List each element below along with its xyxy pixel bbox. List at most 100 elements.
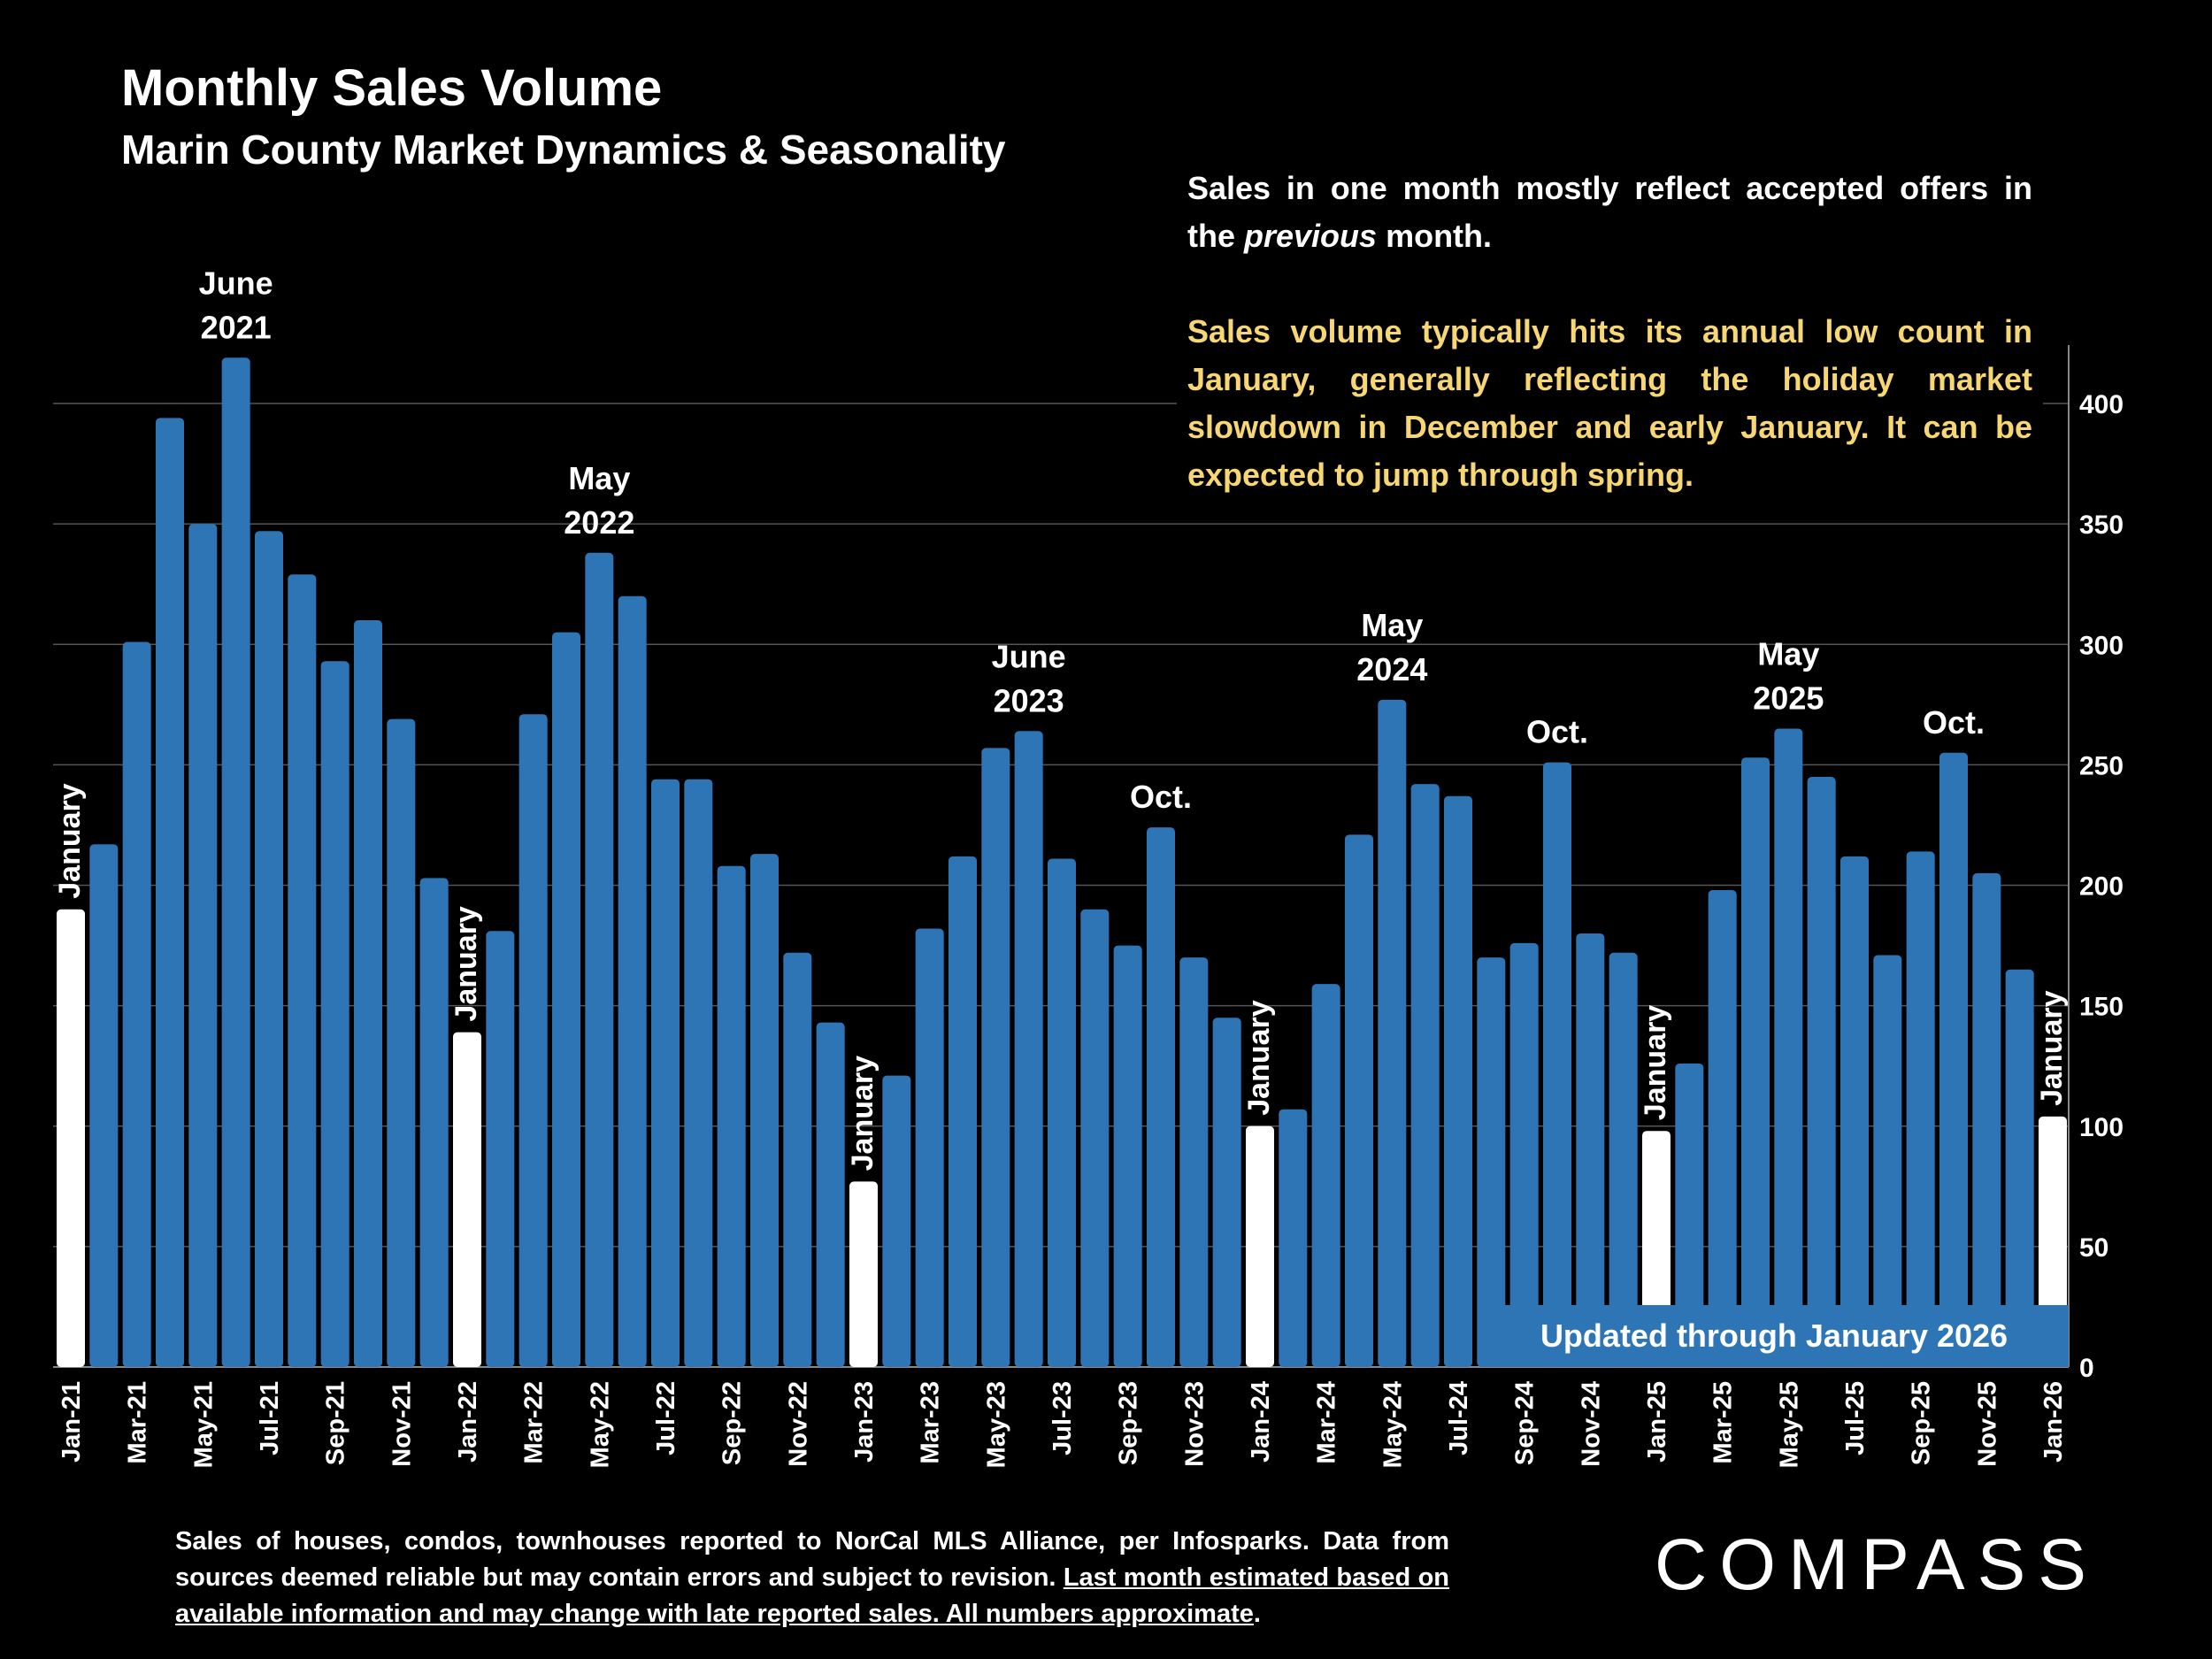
bar-sep-21 bbox=[320, 661, 349, 1367]
peak-annotation: June bbox=[992, 638, 1066, 674]
bar-may-25 bbox=[1774, 728, 1803, 1367]
commentary: Sales in one month mostly reflect accept… bbox=[1177, 157, 2043, 506]
bar-sep-22 bbox=[717, 865, 746, 1367]
bar-jul-22 bbox=[651, 779, 680, 1367]
bar-aug-24 bbox=[1477, 957, 1506, 1367]
bar-apr-23 bbox=[949, 856, 977, 1367]
x-tick-label: Mar-24 bbox=[1313, 1381, 1341, 1464]
bar-aug-21 bbox=[288, 574, 317, 1367]
january-label: January bbox=[1242, 1000, 1276, 1115]
bar-apr-21 bbox=[156, 418, 184, 1368]
x-tick-label: May-25 bbox=[1775, 1381, 1803, 1468]
bar-dec-23 bbox=[1212, 1018, 1241, 1367]
bar-mar-21 bbox=[122, 641, 151, 1367]
peak-annotation: 2025 bbox=[1753, 680, 1824, 717]
bar-oct-22 bbox=[750, 854, 779, 1367]
y-tick-label: 400 bbox=[2079, 390, 2124, 419]
bar-jul-23 bbox=[1048, 858, 1076, 1367]
january-label: January bbox=[449, 906, 483, 1021]
bar-oct-23 bbox=[1147, 827, 1175, 1367]
peak-annotation: Oct. bbox=[1130, 779, 1192, 815]
x-tick-label: Sep-22 bbox=[718, 1381, 747, 1465]
bar-feb-22 bbox=[486, 931, 515, 1367]
x-tick-label: Nov-24 bbox=[1577, 1381, 1605, 1467]
note-2: Sales volume typically hits its annual l… bbox=[1187, 313, 2032, 493]
x-tick-label: Sep-25 bbox=[1908, 1381, 1936, 1465]
bar-may-22 bbox=[585, 552, 614, 1367]
bar-nov-25 bbox=[1972, 872, 2001, 1367]
bar-jun-21 bbox=[221, 357, 250, 1368]
bar-jul-24 bbox=[1444, 795, 1472, 1367]
bar-oct-25 bbox=[1939, 752, 1968, 1367]
x-tick-label: Mar-23 bbox=[917, 1381, 945, 1464]
x-tick-label: Jul-22 bbox=[652, 1381, 680, 1455]
y-tick-label: 250 bbox=[2079, 751, 2124, 780]
peak-annotation: Oct. bbox=[1526, 714, 1588, 750]
bar-apr-24 bbox=[1345, 834, 1373, 1367]
note-1: Sales in one month mostly reflect accept… bbox=[1187, 170, 2032, 254]
bar-oct-24 bbox=[1543, 762, 1571, 1367]
source-footnote: Sales of houses, condos, townhouses repo… bbox=[175, 1527, 1449, 1628]
bar-sep-23 bbox=[1113, 945, 1142, 1367]
updated-badge: Updated through January 2026 bbox=[1479, 1305, 2069, 1367]
x-tick-label: May-23 bbox=[982, 1381, 1010, 1468]
peak-annotation: May bbox=[1757, 636, 1819, 672]
january-label: January bbox=[2035, 990, 2069, 1105]
x-tick-label: Jan-26 bbox=[2039, 1381, 2068, 1463]
bar-aug-22 bbox=[684, 779, 713, 1367]
bar-nov-22 bbox=[783, 952, 812, 1367]
x-tick-label: May-21 bbox=[189, 1381, 218, 1468]
x-tick-label: Mar-25 bbox=[1709, 1381, 1738, 1464]
bar-feb-25 bbox=[1675, 1063, 1704, 1367]
bar-nov-21 bbox=[387, 718, 416, 1367]
x-tick-label: Jan-22 bbox=[454, 1381, 482, 1463]
bar-nov-24 bbox=[1576, 933, 1605, 1367]
bar-mar-22 bbox=[518, 714, 548, 1367]
bar-dec-25 bbox=[2005, 969, 2034, 1367]
x-tick-label: Nov-23 bbox=[1180, 1381, 1209, 1467]
x-tick-label: Jul-23 bbox=[1048, 1381, 1077, 1455]
peak-annotation: May bbox=[1361, 607, 1423, 643]
peak-annotation: 2021 bbox=[201, 309, 272, 345]
bar-aug-25 bbox=[1873, 955, 1902, 1367]
bar-sep-25 bbox=[1906, 851, 1935, 1367]
peak-annotation: June bbox=[199, 265, 273, 301]
peak-annotation: 2022 bbox=[564, 504, 634, 541]
x-tick-label: Jul-25 bbox=[1841, 1381, 1870, 1455]
bar-jul-21 bbox=[255, 531, 283, 1367]
bar-jun-22 bbox=[618, 595, 647, 1367]
bar-dec-22 bbox=[816, 1022, 845, 1367]
x-tick-label: May-24 bbox=[1379, 1381, 1407, 1468]
y-tick-label: 0 bbox=[2079, 1354, 2094, 1383]
y-tick-label: 350 bbox=[2079, 511, 2124, 540]
bar-oct-21 bbox=[354, 620, 382, 1367]
bar-jan-24 bbox=[1246, 1125, 1274, 1367]
bar-jan-22 bbox=[453, 1032, 481, 1367]
bar-mar-25 bbox=[1708, 889, 1737, 1367]
bar-jul-25 bbox=[1840, 856, 1869, 1367]
x-tick-label: Jul-21 bbox=[256, 1381, 284, 1455]
x-tick-label: Nov-22 bbox=[784, 1381, 812, 1467]
bar-jan-23 bbox=[849, 1181, 878, 1367]
y-tick-label: 200 bbox=[2079, 872, 2124, 902]
y-tick-label: 100 bbox=[2079, 1113, 2124, 1142]
peak-annotation: 2024 bbox=[1356, 651, 1427, 687]
x-tick-label: Sep-21 bbox=[322, 1381, 350, 1465]
x-tick-label: Sep-24 bbox=[1511, 1381, 1540, 1465]
bar-may-24 bbox=[1378, 699, 1407, 1367]
bar-jun-25 bbox=[1807, 776, 1836, 1367]
y-tick-label: 50 bbox=[2079, 1233, 2108, 1263]
bar-feb-23 bbox=[882, 1075, 911, 1367]
bar-jun-24 bbox=[1410, 784, 1440, 1367]
bar-feb-21 bbox=[89, 844, 119, 1367]
bar-may-21 bbox=[188, 524, 218, 1367]
bar-nov-23 bbox=[1179, 957, 1209, 1367]
y-tick-label: 150 bbox=[2079, 993, 2124, 1022]
x-tick-label: Jan-21 bbox=[58, 1381, 86, 1463]
peak-annotation: May bbox=[568, 460, 630, 496]
bar-dec-24 bbox=[1609, 952, 1638, 1367]
bar-sep-24 bbox=[1509, 942, 1539, 1367]
x-tick-label: Jul-24 bbox=[1445, 1381, 1473, 1455]
bar-mar-23 bbox=[915, 928, 944, 1367]
